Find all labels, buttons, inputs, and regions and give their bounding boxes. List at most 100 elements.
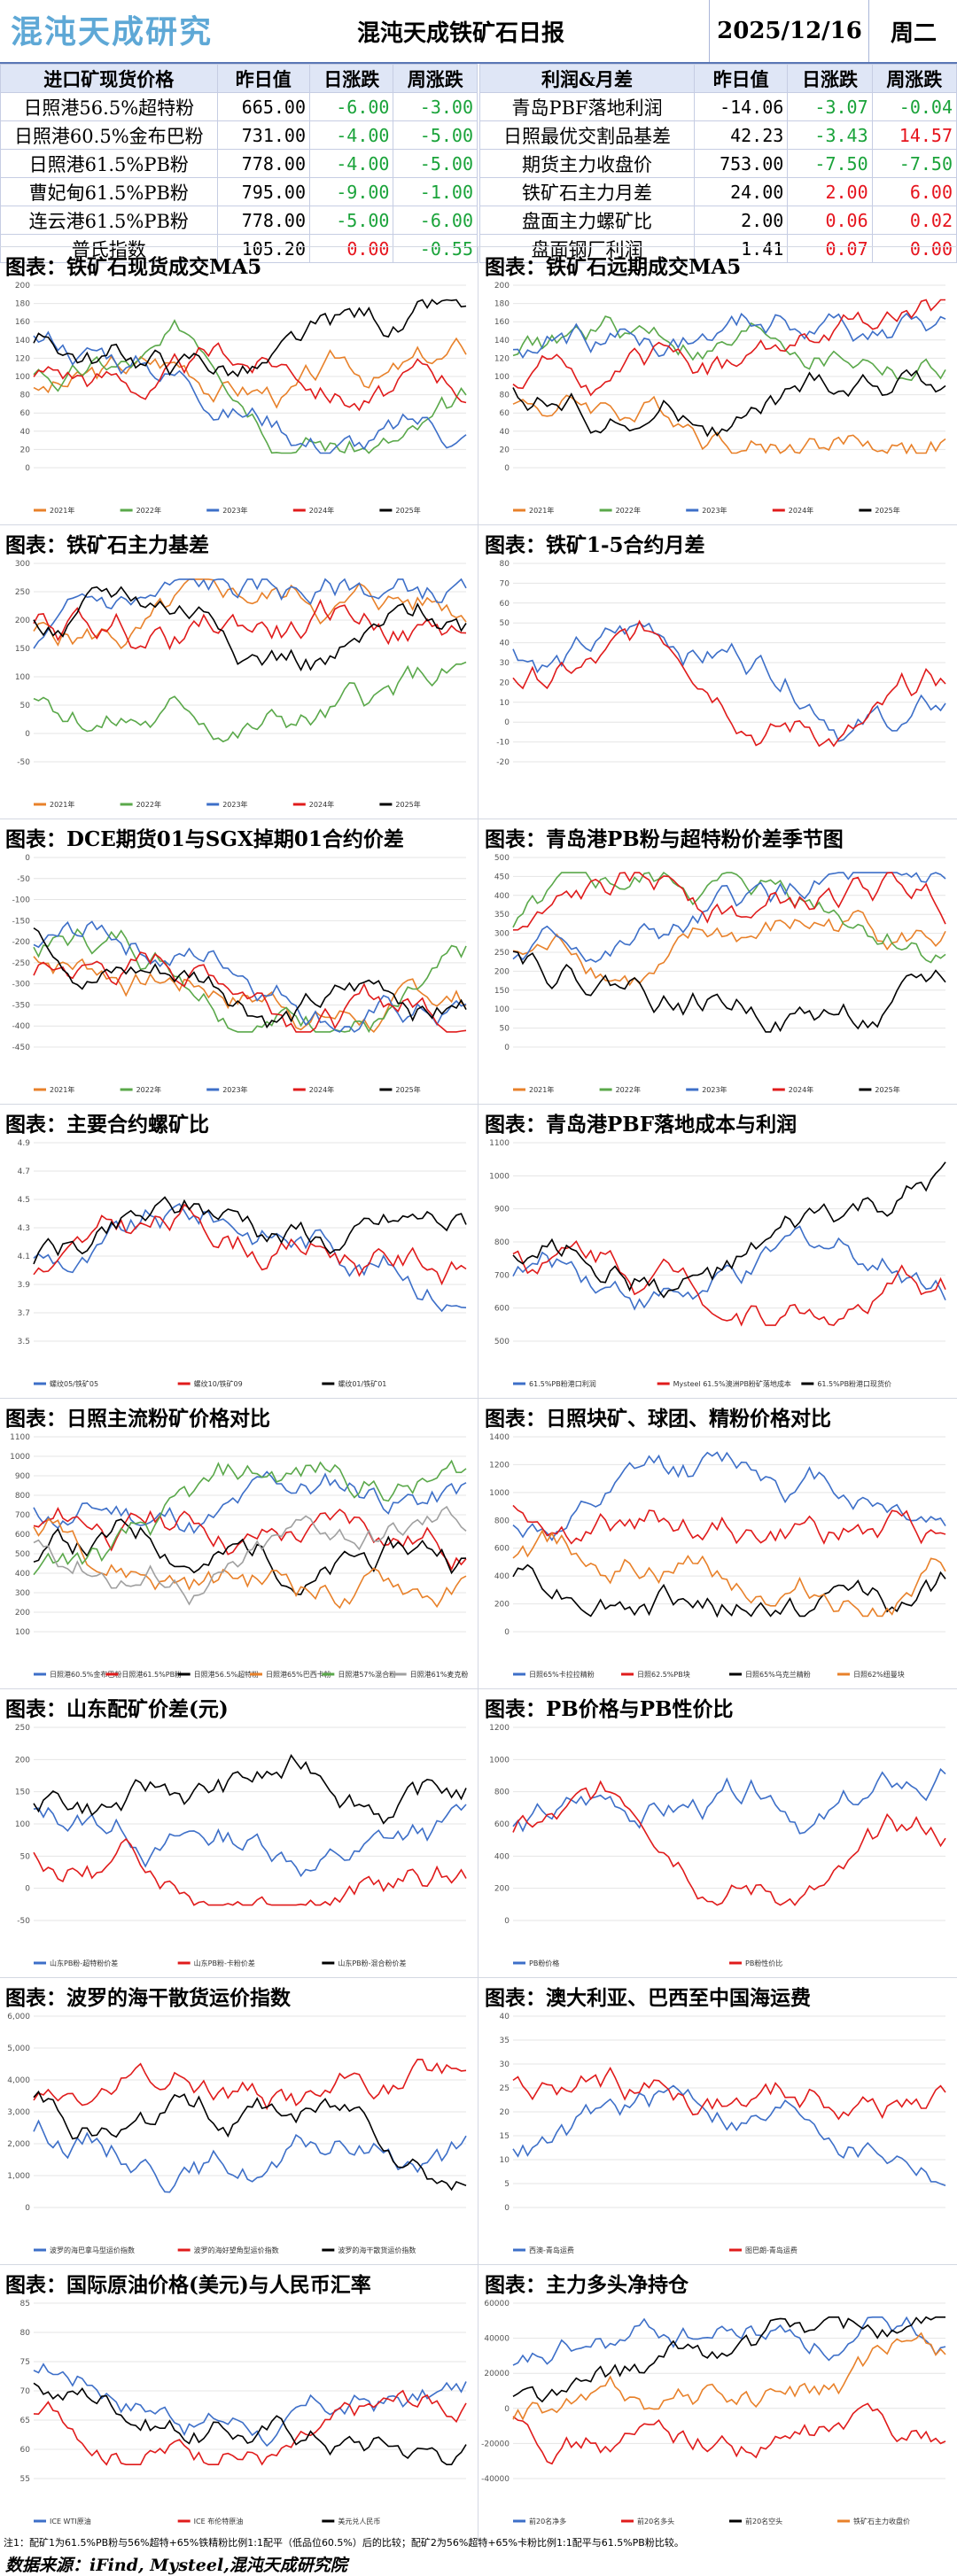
series-line: [33, 661, 467, 743]
y-tick-label: 180: [15, 300, 30, 309]
legend-label: 2025年: [875, 506, 899, 515]
y-tick-label: 0: [504, 2204, 510, 2213]
y-tick-label: 4.7: [18, 1168, 30, 1176]
y-tick-label: 70: [20, 2387, 31, 2396]
row-value: -4.00: [308, 120, 394, 150]
row-value: 105.20: [216, 234, 310, 263]
chart-10: 250 200 150 100 50 0 -50 山东PB粉-超特粉价差 山东PB粉-卡粉价差 山…: [15, 1724, 467, 1967]
y-tick-label: 2,000: [7, 2140, 30, 2149]
y-tick-label: 80: [20, 392, 31, 400]
row-value: -0.04: [871, 92, 957, 121]
col-header: 利润&月差: [478, 64, 696, 93]
y-tick-label: 1,000: [7, 2172, 30, 2181]
y-tick-label: 50: [500, 1025, 510, 1034]
y-tick-label: 6,000: [7, 2013, 30, 2021]
y-tick-label: 150: [15, 1788, 30, 1797]
row-label: 日照最优交割品基差: [478, 120, 696, 150]
legend-label: 日照65%乌克兰精粉: [745, 1670, 811, 1679]
legend-label: 2023年: [222, 506, 247, 515]
legend-label: 日照港61%麦克粉: [410, 1670, 469, 1679]
legend-label: 山东PB粉-卡粉价差: [194, 1959, 255, 1967]
series-line: [33, 299, 467, 377]
row-value: -0.55: [393, 234, 478, 263]
legend-label: ICE 布伦特原油: [194, 2517, 244, 2526]
y-tick-label: 85: [20, 2300, 30, 2308]
row-label: 铁矿石主力月差: [478, 177, 696, 206]
y-tick-label: 700: [15, 1511, 30, 1520]
legend-label: 2021年: [529, 1085, 554, 1094]
series-line: [512, 1767, 946, 1835]
y-tick-label: 200: [494, 282, 510, 291]
y-tick-label: 40000: [484, 2335, 510, 2344]
y-tick-label: 15: [500, 2132, 510, 2141]
series-line: [33, 1804, 467, 1878]
y-tick-label: 5,000: [7, 2045, 30, 2053]
chart-title: 图表：DCE期货01与SGX掉期01合约价差: [5, 827, 404, 851]
chart-3: 80 70 60 50 40 30 20 10 0 -10 -20: [496, 560, 946, 767]
y-tick-label: 3.5: [18, 1338, 30, 1346]
series-line: [512, 369, 946, 438]
y-tick-label: 80: [20, 2329, 31, 2338]
legend-label: 2022年: [616, 1085, 641, 1094]
series-line: [512, 299, 945, 397]
y-tick-label: 350: [494, 911, 510, 919]
legend-label: 2024年: [309, 800, 334, 809]
y-tick-label: 100: [494, 1005, 510, 1014]
y-tick-label: 80: [500, 560, 510, 569]
company-logo: 混沌天成研究院: [5, 5, 245, 55]
y-tick-label: -20000: [481, 2440, 510, 2448]
y-tick-label: 500: [494, 1338, 510, 1346]
y-tick-label: 500: [494, 854, 510, 863]
chart-title: 图表：日照块矿、球团、精粉价格对比: [485, 1407, 831, 1431]
legend-label: 西澳-青岛运费: [529, 2246, 574, 2254]
chart-8: 1100 1000 900 800 700 600 500 400 300 200 100 日照港60…: [10, 1433, 469, 1679]
y-tick-label: 800: [494, 1238, 510, 1247]
row-value: -4.00: [308, 149, 394, 178]
series-line: [512, 1161, 946, 1299]
y-tick-label: 25: [500, 2084, 510, 2093]
y-tick-label: 600: [15, 1531, 30, 1540]
series-line: [33, 330, 467, 454]
row-separator: [0, 246, 957, 247]
table-row: 日照港61.5%PB粉 778.00 -4.00 -5.00: [0, 149, 478, 178]
y-tick-label: 600: [494, 1305, 510, 1314]
chart-title: 图表：铁矿石现货成交MA5: [5, 255, 262, 279]
y-tick-label: 40: [500, 428, 510, 437]
legend-label: 美元兑人民币: [338, 2517, 380, 2526]
y-tick-label: 400: [15, 1570, 30, 1579]
series-line: [33, 337, 467, 409]
y-tick-label: -50: [17, 1917, 30, 1926]
row-value: 731.00: [216, 120, 310, 150]
row-value: -7.50: [787, 149, 873, 178]
series-line: [33, 927, 467, 1029]
col-header: 周涨跌: [871, 64, 957, 93]
y-tick-label: -50: [17, 758, 30, 767]
series-line: [512, 910, 946, 987]
row-separator: [0, 1977, 957, 1978]
row-label: 曹妃甸61.5%PB粉: [0, 177, 218, 206]
row-label: 盘面主力螺矿比: [478, 206, 696, 235]
y-tick-label: 200: [494, 1885, 510, 1894]
legend-label: 日照港60.5%金布巴粉: [50, 1670, 121, 1679]
y-tick-label: 400: [494, 892, 510, 901]
series-line: [512, 1225, 946, 1311]
row-value: 778.00: [216, 149, 310, 178]
y-tick-label: -10: [496, 739, 510, 748]
legend-label: 2025年: [395, 506, 420, 515]
row-label: 日照港56.5%超特粉: [0, 92, 218, 121]
table-row: 期货主力收盘价 753.00 -7.50 -7.50: [478, 149, 957, 178]
table-row: 盘面钢厂利润 1.41 0.07 0.00: [478, 234, 957, 263]
y-tick-label: 10: [500, 699, 510, 708]
row-value: 2.00: [787, 177, 873, 206]
chart-12: 6,000 5,000 4,000 3,000 2,000 1,000 0 波罗的海巴拿马型运…: [7, 2013, 467, 2254]
y-tick-label: 60: [20, 2446, 31, 2455]
legend-label: ICE WTI原油: [50, 2517, 91, 2526]
y-tick-label: 600: [494, 1545, 510, 1554]
row-value: -1.00: [393, 177, 478, 206]
table-row: 日照最优交割品基差 42.23 -3.43 14.57: [478, 120, 957, 150]
y-tick-label: 500: [15, 1550, 30, 1559]
y-tick-label: 4.1: [18, 1253, 30, 1261]
legend-label: 2023年: [222, 800, 247, 809]
legend-label: 日照港56.5%超特粉: [194, 1670, 259, 1679]
y-tick-label: -450: [12, 1044, 31, 1052]
